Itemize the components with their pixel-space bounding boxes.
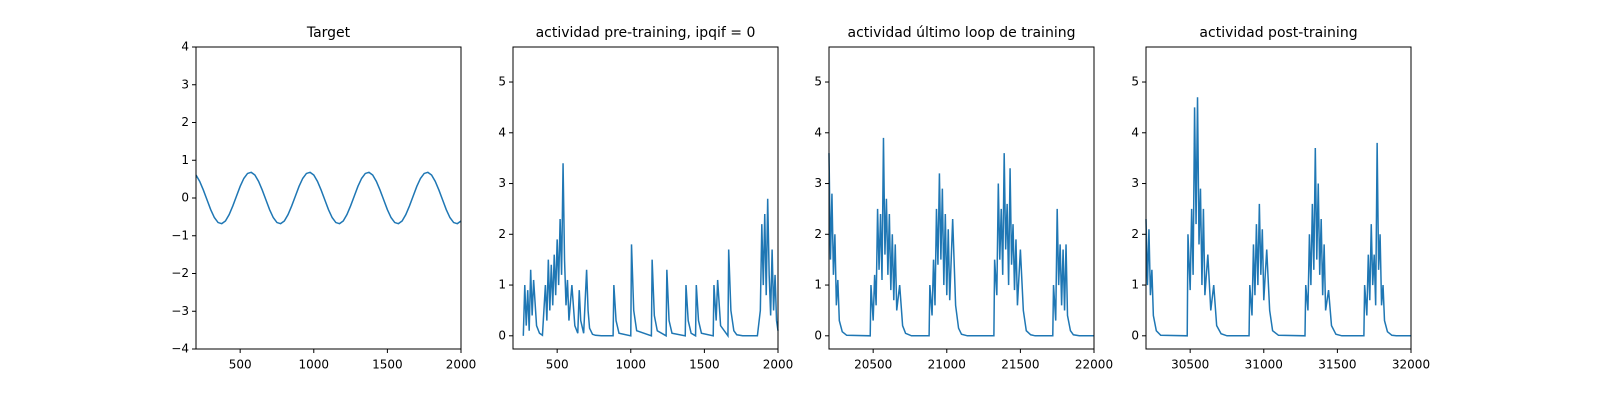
subplot-title: actividad post-training	[1199, 25, 1357, 41]
subplot: actividad pre-training, ipqif = 0 0 1 2 3 4 5 5…	[498, 25, 793, 372]
data-line	[828, 137, 1094, 337]
y-tick-label: 1	[181, 153, 189, 167]
subplot-title: actividad pre-training, ipqif = 0	[536, 25, 756, 41]
y-tick-label: 4	[498, 125, 506, 139]
x-tick-label: 1000	[299, 358, 330, 372]
y-tick-label: 2	[814, 227, 822, 241]
subplot-title: Target	[306, 25, 351, 41]
y-tick-label: 3	[1131, 176, 1139, 190]
x-tick-label: 1000	[616, 358, 647, 372]
x-tick-label: 30500	[1171, 358, 1209, 372]
axes-frame	[195, 46, 462, 350]
y-tick-label: 4	[181, 40, 189, 54]
x-tick-label: 1500	[372, 358, 403, 372]
data-line	[195, 171, 462, 225]
y-tick-label: 2	[1131, 227, 1139, 241]
axes-frame	[828, 46, 1095, 350]
y-tick-label: 1	[498, 278, 506, 292]
axes-frame	[512, 46, 779, 350]
y-tick-label: 3	[814, 176, 822, 190]
data-line	[1145, 97, 1411, 337]
x-tick-label: 500	[546, 358, 569, 372]
subplot-title: actividad último loop de training	[848, 25, 1076, 41]
y-tick-label: 4	[814, 125, 822, 139]
y-tick-label: 0	[814, 328, 822, 342]
y-tick-label: 5	[1131, 75, 1139, 89]
subplot: actividad último loop de training 0 1 2 3 4 5 2…	[814, 25, 1113, 372]
subplot: Target −4 −3 −2 −1 0 1 2 3 4 500 1000 1500 2000	[171, 25, 476, 372]
x-tick-label: 20500	[854, 358, 892, 372]
x-tick-label: 31500	[1318, 358, 1356, 372]
x-tick-label: 2000	[763, 358, 794, 372]
y-tick-label: −1	[171, 228, 189, 242]
y-tick-label: 4	[1131, 125, 1139, 139]
y-tick-label: 1	[1131, 278, 1139, 292]
y-tick-label: 1	[814, 278, 822, 292]
x-tick-label: 21500	[1001, 358, 1039, 372]
y-tick-label: 2	[181, 115, 189, 129]
y-tick-label: 2	[498, 227, 506, 241]
y-tick-label: −2	[171, 266, 189, 280]
y-tick-label: 5	[498, 75, 506, 89]
x-tick-label: 21000	[928, 358, 966, 372]
y-tick-label: 0	[498, 328, 506, 342]
data-line	[522, 163, 779, 339]
y-tick-label: 0	[1131, 328, 1139, 342]
y-tick-label: −4	[171, 342, 189, 356]
x-tick-label: 500	[229, 358, 252, 372]
y-tick-label: 3	[181, 77, 189, 91]
x-tick-label: 31000	[1245, 358, 1283, 372]
y-tick-label: 0	[181, 191, 189, 205]
x-tick-label: 1500	[689, 358, 720, 372]
x-tick-label: 32000	[1392, 358, 1430, 372]
y-tick-label: 5	[814, 75, 822, 89]
y-tick-label: −3	[171, 304, 189, 318]
axes-frame	[1145, 46, 1412, 350]
y-tick-label: 3	[498, 176, 506, 190]
subplot: actividad post-training 0 1 2 3 4 5 30500 31000 3…	[1131, 25, 1430, 372]
x-tick-label: 22000	[1075, 358, 1113, 372]
x-tick-label: 2000	[446, 358, 477, 372]
